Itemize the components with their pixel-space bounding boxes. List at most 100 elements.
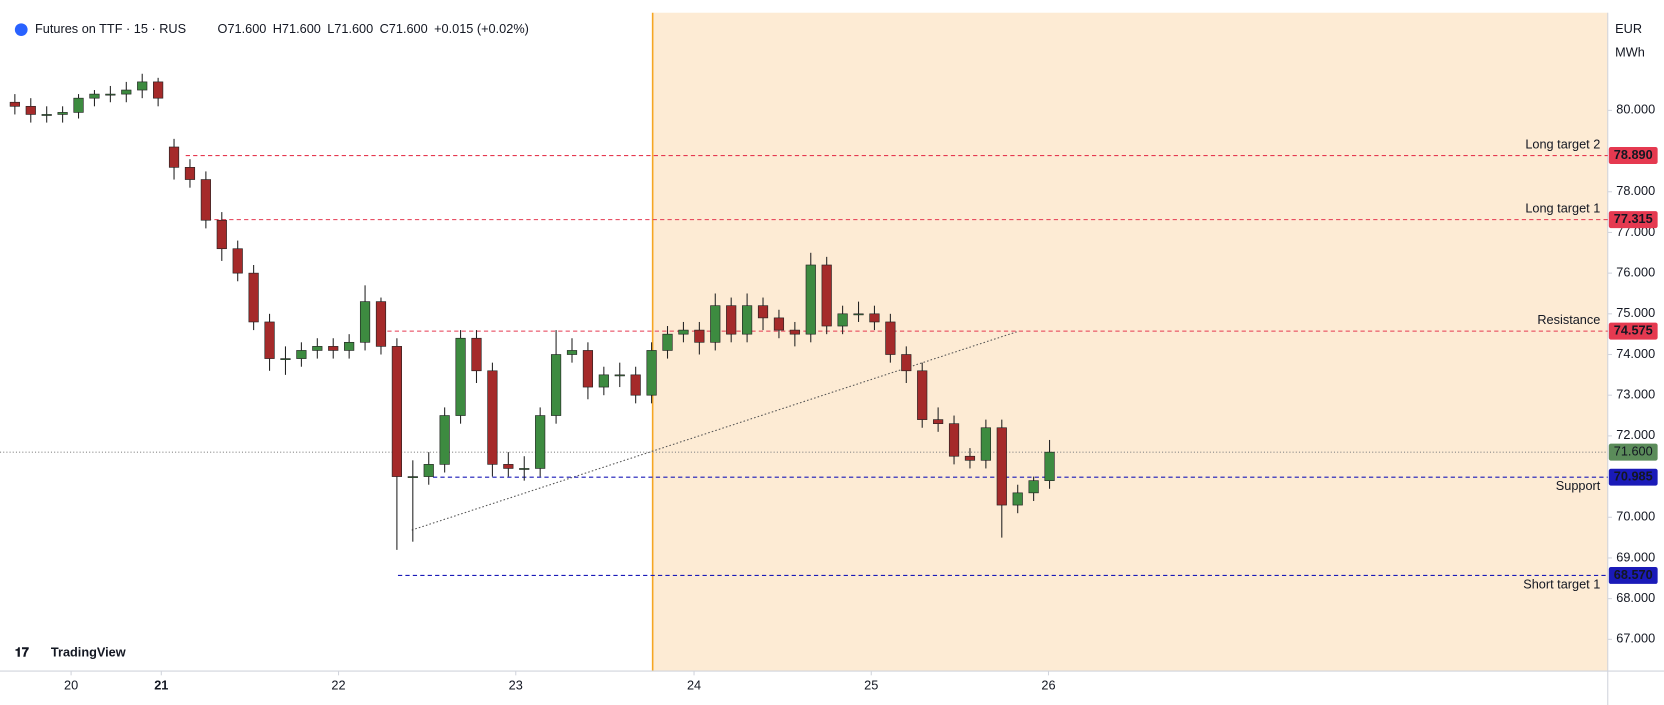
x-tick-label: 21 <box>154 677 168 692</box>
level-text: Long target 1 <box>1525 200 1600 215</box>
candle-body <box>598 374 609 388</box>
candle-body <box>216 219 227 250</box>
candle-body <box>964 455 976 461</box>
ohlc: O71.600 H71.600 L71.600 C71.600 +0.015 (+0.0… <box>218 21 529 36</box>
ohlc-value: O71.600 <box>218 21 267 36</box>
candle-body <box>933 419 944 425</box>
candle-body <box>614 374 625 377</box>
candle-body <box>153 81 164 99</box>
candle-body <box>948 423 960 457</box>
candle-body <box>853 313 864 316</box>
candle-body <box>996 427 1007 506</box>
candle-body <box>662 333 673 351</box>
level-text: Support <box>1556 478 1601 493</box>
candle-body <box>121 89 132 95</box>
x-tick-label: 22 <box>331 677 345 692</box>
candle-body <box>328 346 339 351</box>
candle-body <box>694 329 705 343</box>
y-tick-label: 72.000 <box>1616 427 1655 442</box>
candle-body <box>200 179 211 221</box>
candle-body <box>232 248 243 274</box>
level-text: Short target 1 <box>1523 576 1600 591</box>
level-tag <box>1608 468 1658 486</box>
candle-body <box>57 112 68 115</box>
ohlc-value: C71.600 <box>380 21 428 36</box>
candle-body <box>980 427 991 461</box>
candle-body <box>455 337 466 416</box>
candle-body <box>471 337 482 372</box>
candle-body <box>487 370 498 465</box>
price-unit: EUR <box>1615 21 1642 36</box>
level-tag-label: 68.570 <box>1614 567 1653 582</box>
candle-body <box>630 374 641 396</box>
symbol-icon <box>14 23 28 37</box>
candle-body <box>566 350 578 355</box>
y-tick-label: 70.000 <box>1616 509 1655 524</box>
candle-body <box>710 305 721 343</box>
candle-body <box>312 346 323 351</box>
level-text: Resistance <box>1537 312 1600 327</box>
candle-body <box>519 468 530 470</box>
candle-body <box>789 329 800 335</box>
candle-body <box>439 415 450 465</box>
level-tag <box>1608 566 1658 584</box>
candle-body <box>391 346 402 477</box>
candle-body <box>582 350 594 388</box>
candle-body <box>535 415 546 469</box>
level-tag-label: 78.890 <box>1614 147 1653 162</box>
x-tick-label: 20 <box>64 677 78 692</box>
candle-body <box>137 81 148 91</box>
level-tag-label: 70.985 <box>1614 469 1653 484</box>
candle-body <box>742 305 753 335</box>
y-tick-label: 75.000 <box>1616 305 1655 320</box>
candle-body <box>296 350 307 359</box>
highlight-zone <box>652 12 1608 672</box>
candle-body <box>757 305 769 319</box>
candle-body <box>1012 492 1023 506</box>
candle-body <box>885 321 896 355</box>
candle-body <box>821 264 832 327</box>
candle-body <box>423 464 434 477</box>
candle-body <box>726 305 737 335</box>
candle-body <box>280 358 291 360</box>
candle-body <box>901 354 912 372</box>
candle-body <box>25 105 36 115</box>
x-tick-label: 24 <box>687 677 701 692</box>
candle-body <box>359 301 371 343</box>
price-unit: MWh <box>1615 44 1645 59</box>
level-text: Long target 2 <box>1525 136 1600 151</box>
candle-body <box>1044 451 1055 481</box>
y-tick-label: 76.000 <box>1616 264 1655 279</box>
candle-body <box>73 97 84 113</box>
candle-body <box>375 301 387 347</box>
candle-body <box>678 329 689 335</box>
y-tick-label: 74.000 <box>1616 346 1655 361</box>
y-tick-label: 78.000 <box>1616 183 1655 198</box>
x-tick-label: 25 <box>864 677 878 692</box>
candle-body <box>184 167 196 180</box>
x-tick-label: 26 <box>1041 677 1055 692</box>
candle-body <box>869 313 880 323</box>
y-tick-label: 67.000 <box>1616 631 1655 646</box>
level-tag <box>1608 322 1658 340</box>
symbol: Futures on TTF · 15 · RUS <box>35 21 186 36</box>
candle-body <box>105 93 116 96</box>
y-tick-label: 69.000 <box>1616 549 1655 564</box>
level-tag-label: 74.575 <box>1614 322 1653 337</box>
last-price-label: 71.600 <box>1614 444 1653 459</box>
logo: TradingView <box>51 644 126 659</box>
candle-body <box>1028 480 1039 494</box>
candle-body <box>837 313 848 327</box>
candle-body <box>646 350 657 396</box>
level-tag-label: 77.315 <box>1614 211 1653 226</box>
candle-body <box>41 114 52 116</box>
ohlc-value: L71.600 <box>327 21 373 36</box>
candle-body <box>344 341 355 351</box>
logo-mark: 𝟏𝟕 <box>15 644 30 659</box>
candle-body <box>773 317 785 331</box>
x-tick-label: 23 <box>509 677 523 692</box>
candle-body <box>168 146 180 168</box>
change: +0.015 (+0.02%) <box>434 21 529 36</box>
